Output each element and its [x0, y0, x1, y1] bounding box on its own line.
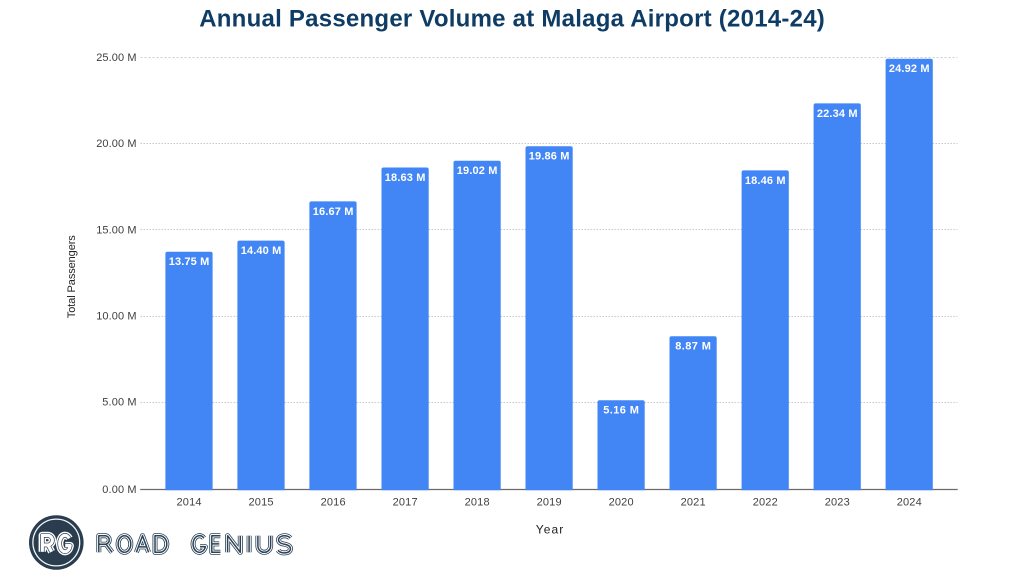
- svg-text:2019: 2019: [537, 496, 562, 508]
- svg-text:2016: 2016: [321, 496, 346, 508]
- svg-text:2017: 2017: [393, 496, 418, 508]
- svg-text:2014: 2014: [177, 496, 202, 508]
- svg-text:15.00 M: 15.00 M: [96, 224, 136, 236]
- svg-text:2021: 2021: [681, 496, 706, 508]
- svg-text:5.00 M: 5.00 M: [102, 397, 136, 409]
- svg-text:19.86 M: 19.86 M: [529, 151, 570, 163]
- svg-text:Total Passengers: Total Passengers: [66, 235, 78, 319]
- svg-text:13.75 M: 13.75 M: [169, 256, 210, 268]
- svg-text:2022: 2022: [753, 496, 778, 508]
- svg-text:2018: 2018: [465, 496, 490, 508]
- svg-text:2015: 2015: [249, 496, 274, 508]
- svg-text:25.00 M: 25.00 M: [96, 52, 136, 64]
- svg-text:19.02 M: 19.02 M: [457, 165, 498, 177]
- svg-text:18.46 M: 18.46 M: [745, 175, 786, 187]
- svg-text:2020: 2020: [609, 496, 634, 508]
- svg-text:16.67 M: 16.67 M: [313, 206, 354, 218]
- svg-text:22.34 M: 22.34 M: [817, 108, 858, 120]
- svg-text:18.63 M: 18.63 M: [385, 172, 426, 184]
- svg-text:24.92 M: 24.92 M: [889, 63, 930, 75]
- svg-text:Year: Year: [536, 523, 564, 537]
- svg-text:Annual Passenger Volume at Mal: Annual Passenger Volume at Malaga Airpor…: [199, 5, 825, 32]
- svg-text:2023: 2023: [825, 496, 850, 508]
- svg-text:8.87 M: 8.87 M: [675, 341, 711, 353]
- svg-text:2024: 2024: [897, 496, 922, 508]
- svg-text:10.00 M: 10.00 M: [96, 311, 136, 323]
- svg-text:20.00 M: 20.00 M: [96, 138, 136, 150]
- svg-text:0.00 M: 0.00 M: [102, 484, 136, 496]
- svg-text:14.40 M: 14.40 M: [241, 245, 282, 257]
- svg-text:5.16 M: 5.16 M: [603, 405, 639, 417]
